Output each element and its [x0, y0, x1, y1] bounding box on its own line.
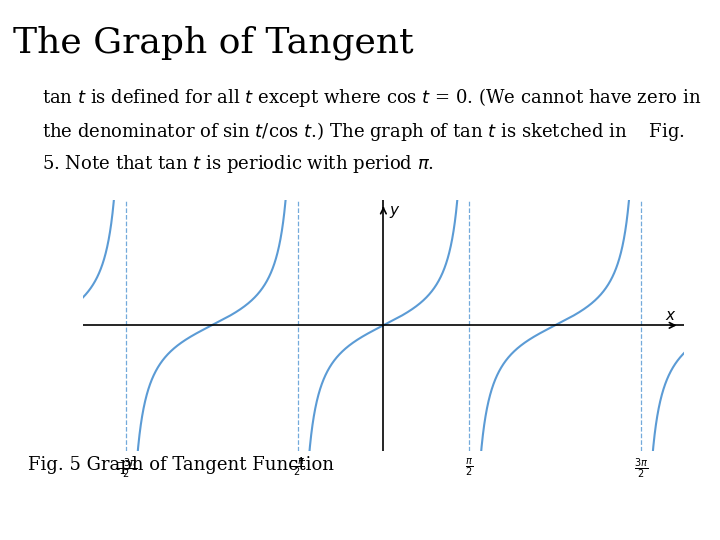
Text: Slide 11  PEARSON: Slide 11 PEARSON: [530, 508, 706, 526]
Text: Fig. 5 Graph of Tangent Function: Fig. 5 Graph of Tangent Function: [28, 456, 334, 475]
Text: tan $t$ is defined for all $t$ except where cos $t$ = 0. (We cannot have zero in: tan $t$ is defined for all $t$ except wh…: [42, 86, 701, 176]
Text: Copyright © 2014, 2010, 2007 Pearson Education, Inc.: Copyright © 2014, 2010, 2007 Pearson Edu…: [207, 512, 513, 522]
Text: ALWAYS LEARNING: ALWAYS LEARNING: [14, 510, 146, 524]
Text: The Graph of Tangent: The Graph of Tangent: [13, 25, 413, 60]
Text: $x$: $x$: [665, 309, 677, 323]
Text: $y$: $y$: [389, 204, 400, 220]
